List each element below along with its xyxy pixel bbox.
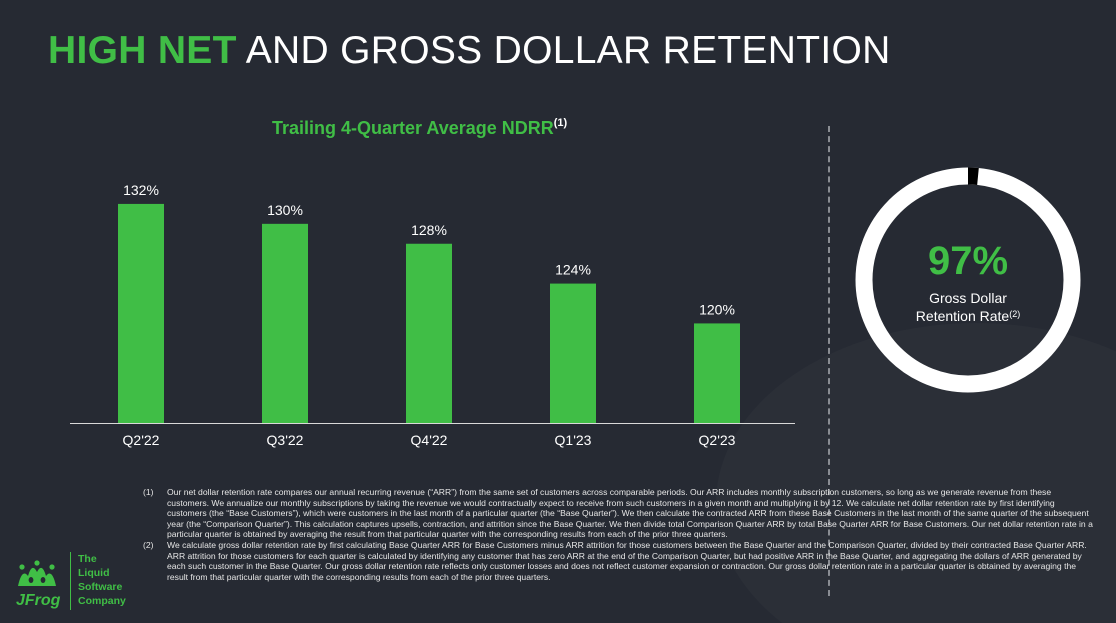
tagline-line: Company (78, 595, 126, 607)
bar-Q1'23 (550, 283, 596, 423)
gauge-label-line2-text: Retention Rate (915, 308, 1010, 324)
chart-title-footnote-ref: (1) (553, 117, 568, 129)
logo-tagline: The Liquid Software Company (78, 552, 126, 608)
footnote-2: (2) We calculate gross dollar retention … (143, 540, 1093, 582)
bar-Q2'22 (118, 203, 164, 423)
gauge-gap (855, 167, 1081, 393)
x-tick-label: Q2'22 (123, 432, 160, 448)
tagline-line: Liquid (78, 567, 110, 579)
slide-title: HIGH NET AND GROSS DOLLAR RETENTION (48, 28, 891, 74)
gauge-value: 97% (927, 239, 1009, 283)
dashed-divider (828, 126, 830, 596)
bar-Q2'23 (694, 323, 740, 423)
bar-Q4'22 (406, 243, 452, 423)
jfrog-logo: JFrog The Liquid Software Company (12, 550, 142, 614)
x-tick-label: Q2'23 (699, 432, 736, 448)
footnote-number: (1) (143, 487, 154, 497)
tagline-line: The (78, 553, 97, 565)
footnote-text: Our net dollar retention rate compares o… (167, 487, 1093, 540)
retention-gauge (855, 167, 1081, 393)
bar-value-label: 128% (411, 222, 447, 238)
bar-value-label: 120% (699, 301, 735, 317)
footnotes: (1) Our net dollar retention rate compar… (143, 487, 1093, 582)
slide-title-accent: HIGH NET (48, 29, 237, 72)
slide-title-rest: AND GROSS DOLLAR RETENTION (236, 29, 891, 72)
gauge-label-line2: Retention Rate(2) (851, 306, 1085, 324)
logo-wordmark: JFrog (16, 592, 61, 609)
tagline-line: Software (78, 581, 123, 593)
x-tick-label: Q1'23 (555, 432, 592, 448)
bar-value-label: 130% (267, 202, 303, 218)
chart-title: Trailing 4-Quarter Average NDRR(1) (272, 117, 567, 139)
x-tick-label: Q4'22 (411, 432, 448, 448)
bar-value-label: 124% (555, 262, 591, 278)
footnote-text: We calculate gross dollar retention rate… (167, 539, 1087, 582)
logo-separator (70, 552, 71, 610)
chart-title-text: Trailing 4-Quarter Average NDRR (272, 118, 554, 138)
bar-Q3'22 (262, 223, 308, 423)
bar-chart: 132% Q2'22 130% Q3'22 128% Q4'22 124% Q1'23 120%… (70, 182, 795, 448)
x-tick-label: Q3'22 (267, 432, 304, 448)
frog-crown-icon (18, 560, 56, 586)
bar-value-label: 132% (123, 182, 159, 198)
footnote-1: (1) Our net dollar retention rate compar… (143, 487, 1093, 540)
gauge-label-footnote-ref: (2) (1009, 309, 1021, 319)
gauge-label: Gross Dollar Retention Rate(2) (851, 290, 1085, 324)
gauge-label-line1: Gross Dollar (929, 290, 1007, 306)
footnote-number: (2) (143, 539, 154, 550)
